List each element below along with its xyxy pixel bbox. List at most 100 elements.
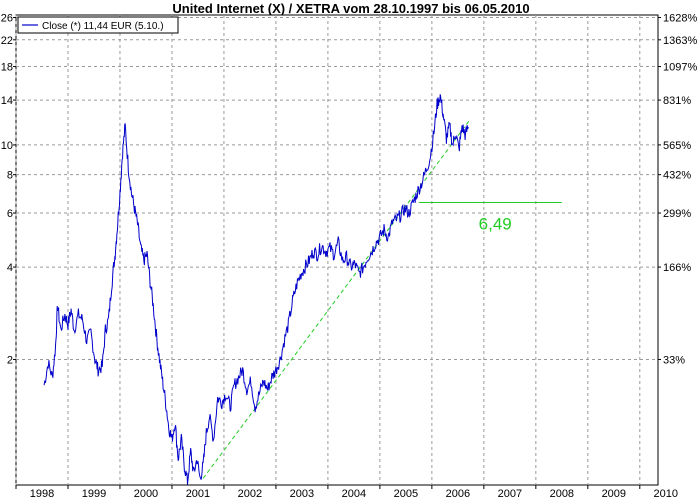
price-point	[452, 144, 453, 145]
price-point	[74, 329, 75, 330]
price-point	[86, 340, 87, 341]
price-point	[317, 254, 318, 255]
price-point	[67, 324, 68, 325]
price-point	[52, 377, 53, 378]
price-point	[111, 284, 112, 285]
y-tick-label: 14	[1, 95, 13, 107]
price-point	[206, 433, 207, 434]
price-point	[296, 284, 297, 285]
price-point	[408, 212, 409, 213]
series	[43, 94, 469, 485]
price-point	[187, 481, 188, 482]
price-point	[242, 369, 243, 370]
price-point	[102, 366, 103, 367]
price-point	[367, 257, 368, 258]
x-tick-label: 2002	[238, 488, 262, 500]
y2-tick-label: 33%	[663, 354, 685, 366]
x-tick-label: 1999	[82, 488, 106, 500]
price-point	[304, 266, 305, 267]
price-point	[350, 266, 351, 267]
price-point	[122, 151, 123, 152]
price-point	[114, 257, 115, 258]
price-point	[300, 273, 301, 274]
price-point	[48, 362, 49, 363]
price-point	[396, 219, 397, 220]
chart-title: United Internet (X) / XETRA vom 28.10.19…	[172, 1, 529, 16]
price-point	[461, 126, 462, 127]
price-point	[443, 115, 444, 116]
price-point	[140, 248, 141, 249]
price-point	[60, 329, 61, 330]
price-point	[153, 305, 154, 306]
price-point	[446, 138, 447, 139]
x-tick-label: 2006	[446, 488, 470, 500]
x-tick-label: 2004	[342, 488, 366, 500]
y-tick-label: 6	[7, 208, 13, 220]
price-point	[90, 332, 91, 333]
price-point	[342, 260, 343, 261]
x-tick-label: 2008	[550, 488, 574, 500]
y2-tick-label: 432%	[663, 170, 691, 182]
price-point	[82, 319, 83, 320]
price-point	[225, 393, 226, 394]
y2-tick-label: 831%	[663, 95, 691, 107]
price-point	[105, 329, 106, 330]
price-point	[429, 158, 430, 159]
price-point	[263, 381, 264, 382]
price-point	[221, 402, 222, 403]
price-point	[119, 192, 120, 193]
x-tick-label: 2005	[394, 488, 418, 500]
price-point	[171, 439, 172, 440]
legend-box	[17, 16, 179, 34]
x-tick-label: 2001	[186, 488, 210, 500]
y2-tick-label: 1097%	[663, 62, 697, 74]
price-point	[159, 359, 160, 360]
price-point	[190, 451, 191, 452]
price-point	[383, 229, 384, 230]
price-point	[425, 171, 426, 172]
price-point	[196, 458, 197, 459]
price-point	[57, 305, 58, 306]
price-point	[413, 202, 414, 203]
y2-tick-label: 166%	[663, 262, 691, 274]
price-point	[271, 377, 272, 378]
grid	[15, 15, 658, 485]
price-point	[238, 377, 239, 378]
price-point	[404, 208, 405, 209]
price-point	[234, 385, 235, 386]
price-point	[400, 215, 401, 216]
price-point	[162, 381, 163, 382]
price-point	[168, 427, 169, 428]
price-point	[250, 381, 251, 382]
price-point	[174, 422, 175, 423]
x-tick-label: 2009	[602, 488, 626, 500]
price-point	[203, 465, 204, 466]
y2-tick-label: 1628%	[663, 13, 697, 25]
y2-tick-label: 1363%	[663, 35, 697, 47]
y-tick-label: 18	[1, 62, 13, 74]
price-point	[334, 254, 335, 255]
price-point	[213, 439, 214, 440]
price-point	[184, 465, 185, 466]
price-point	[346, 257, 347, 258]
price-point	[150, 281, 151, 282]
price-point	[128, 166, 129, 167]
price-point	[465, 134, 466, 135]
legend-entry: Close (*) 11,44 EUR (5.10.)	[42, 21, 164, 32]
price-point	[433, 132, 434, 133]
x-tick-label: 2003	[290, 488, 314, 500]
price-point	[338, 242, 339, 243]
price-point	[279, 359, 280, 360]
price-point	[458, 150, 459, 151]
x-tick-label: 2007	[498, 488, 522, 500]
price-point	[436, 104, 437, 105]
price-point	[230, 406, 231, 407]
price-point	[108, 319, 109, 320]
price-point	[329, 248, 330, 249]
y2-tick-label: 299%	[663, 208, 691, 220]
price-point	[288, 324, 289, 325]
price-point	[55, 346, 56, 347]
y2-tick-label: 565%	[663, 140, 691, 152]
price-point	[143, 260, 144, 261]
